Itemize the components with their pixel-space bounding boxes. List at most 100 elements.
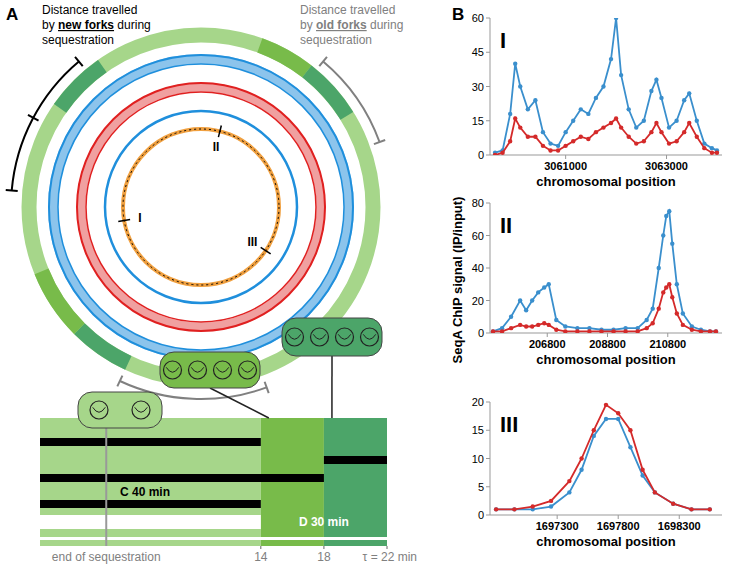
timeline-tick-label: 14 [254, 550, 268, 564]
y-tick [486, 86, 490, 87]
data-point [654, 77, 658, 81]
data-point [513, 61, 517, 65]
y-tick-label: 0 [478, 327, 484, 339]
timeline-tick-label: 18 [317, 550, 331, 564]
data-point [644, 318, 648, 322]
site-tick [261, 247, 271, 254]
data-point [536, 290, 540, 294]
figure: AIIIIIIDistance travelledby new forks du… [0, 0, 730, 567]
data-point [708, 329, 712, 333]
data-point [702, 146, 706, 150]
bracket-end [265, 382, 269, 393]
distance-bracket [12, 61, 79, 190]
site-label: II [213, 140, 220, 154]
data-point [526, 107, 530, 111]
data-point [614, 116, 618, 120]
chromosome [286, 328, 304, 346]
chromosome-fork [216, 367, 229, 372]
x-axis-label: chromosomal position [536, 534, 675, 549]
data-point [695, 119, 699, 123]
site-tick [118, 220, 130, 222]
site-tick [218, 125, 221, 137]
y-tick-label: 20 [472, 295, 484, 307]
data-point [548, 148, 552, 152]
data-point [508, 139, 512, 143]
data-point [563, 324, 567, 328]
data-point [634, 125, 638, 129]
series-line [495, 118, 717, 155]
data-point [547, 282, 551, 286]
annotation-text: Distance travelled [42, 3, 137, 17]
data-point [644, 326, 648, 330]
data-point [536, 323, 540, 327]
annotation-text: by [300, 18, 316, 32]
x-tick [607, 333, 608, 337]
data-point [518, 298, 522, 302]
x-tick-label: 208800 [589, 338, 626, 350]
x-axis-label: chromosomal position [536, 174, 675, 189]
annotation-text: old forks [316, 18, 367, 32]
data-point [682, 98, 686, 102]
data-point [533, 98, 537, 102]
data-point [542, 285, 546, 289]
data-point [541, 144, 545, 148]
plot-area [491, 209, 718, 333]
data-point [651, 321, 655, 325]
data-point [579, 468, 583, 472]
data-point [542, 321, 546, 325]
cell-icon [78, 392, 162, 428]
cell-icon [282, 318, 382, 356]
data-point [708, 507, 712, 511]
sequestration-marker [105, 414, 107, 546]
y-tick-label: 60 [472, 12, 484, 24]
data-point [563, 130, 567, 134]
x-tick [557, 515, 558, 519]
data-point [604, 417, 608, 421]
data-point [628, 445, 632, 449]
panel-label: A [6, 5, 18, 24]
x-tick [679, 515, 680, 519]
series-line [496, 405, 710, 510]
data-point [508, 112, 512, 116]
data-point [512, 507, 516, 511]
chart-title: I [500, 28, 506, 53]
data-point [579, 135, 583, 139]
data-point [567, 479, 571, 483]
data-point [526, 135, 530, 139]
phase-label: D 30 min [299, 515, 349, 529]
data-point [651, 306, 655, 310]
data-point [604, 403, 608, 407]
x-axis [490, 515, 722, 516]
data-point [575, 329, 579, 333]
y-tick-label: 10 [472, 453, 484, 465]
y-tick [486, 486, 490, 487]
cell-icon [160, 352, 260, 388]
data-point [695, 135, 699, 139]
data-point [563, 144, 567, 148]
data-point [628, 428, 632, 432]
data-point [571, 139, 575, 143]
icon-connector [331, 356, 333, 418]
data-point [594, 96, 598, 100]
red-track-line [86, 92, 316, 322]
annotation-text: sequestration [300, 33, 372, 47]
data-point [661, 290, 665, 294]
y-tick [486, 235, 490, 236]
data-point [579, 456, 583, 460]
timeline-tick [323, 546, 324, 549]
fork-bar [40, 474, 324, 482]
data-point [681, 323, 685, 327]
annotation-text: by [42, 18, 58, 32]
data-point [661, 233, 665, 237]
data-point [626, 135, 630, 139]
x-tick-label: 210800 [649, 338, 686, 350]
data-point [524, 324, 528, 328]
data-point [670, 295, 674, 299]
blue-track-line [58, 64, 344, 350]
y-tick-label: 45 [472, 46, 484, 58]
data-point [556, 144, 560, 148]
chromosome-fork [166, 367, 179, 372]
annotation-text: during [367, 18, 404, 32]
chromosome [336, 328, 354, 346]
data-point [500, 329, 504, 333]
